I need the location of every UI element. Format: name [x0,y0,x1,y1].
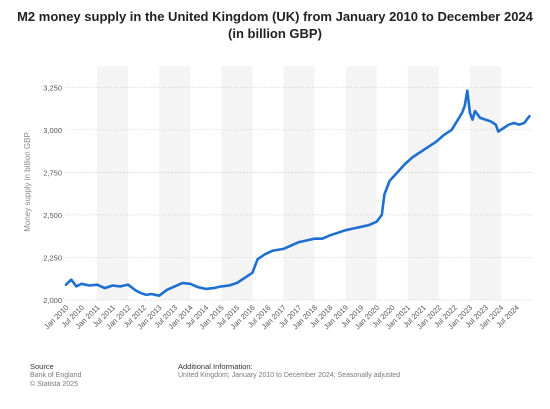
y-tick-labels: 2,000 2,250 2,500 2,750 3,000 3,250 [43,83,62,305]
series-line [64,89,531,297]
chart-title-line-2: (in billion GBP) [228,26,322,41]
source-label: Source [30,362,54,371]
year-band [469,66,501,300]
source-name: Bank of England [30,372,82,379]
gridlines [66,86,532,301]
additional-info-label: Additional Information: [178,362,253,371]
y-tick-label: 2,500 [43,211,62,220]
y-axis-label: Money supply in billion GBP [23,132,32,232]
year-band [97,66,129,300]
y-tick-label: 2,750 [43,168,62,177]
y-tick-label: 3,000 [43,126,62,135]
source-block: Source Bank of England © Statista 2025 [30,362,81,389]
year-band [407,66,439,300]
y-tick-label: 3,250 [43,83,62,92]
series-lines [64,89,531,297]
chart-title-line-1: M2 money supply in the United Kingdom (U… [17,9,533,24]
year-band [283,66,315,300]
y-tick-label: 2,250 [43,253,62,262]
y-tick-label: 2,000 [43,296,62,305]
additional-info-block: Additional Information: United Kingdom; … [178,362,400,380]
additional-info-text: United Kingdom; January 2010 to December… [178,372,401,379]
year-band [159,66,191,300]
year-band [221,66,253,300]
alternating-bands [97,66,501,300]
year-band [345,66,377,300]
copyright: © Statista 2025 [30,381,78,388]
chart-title: M2 money supply in the United Kingdom (U… [0,8,550,42]
